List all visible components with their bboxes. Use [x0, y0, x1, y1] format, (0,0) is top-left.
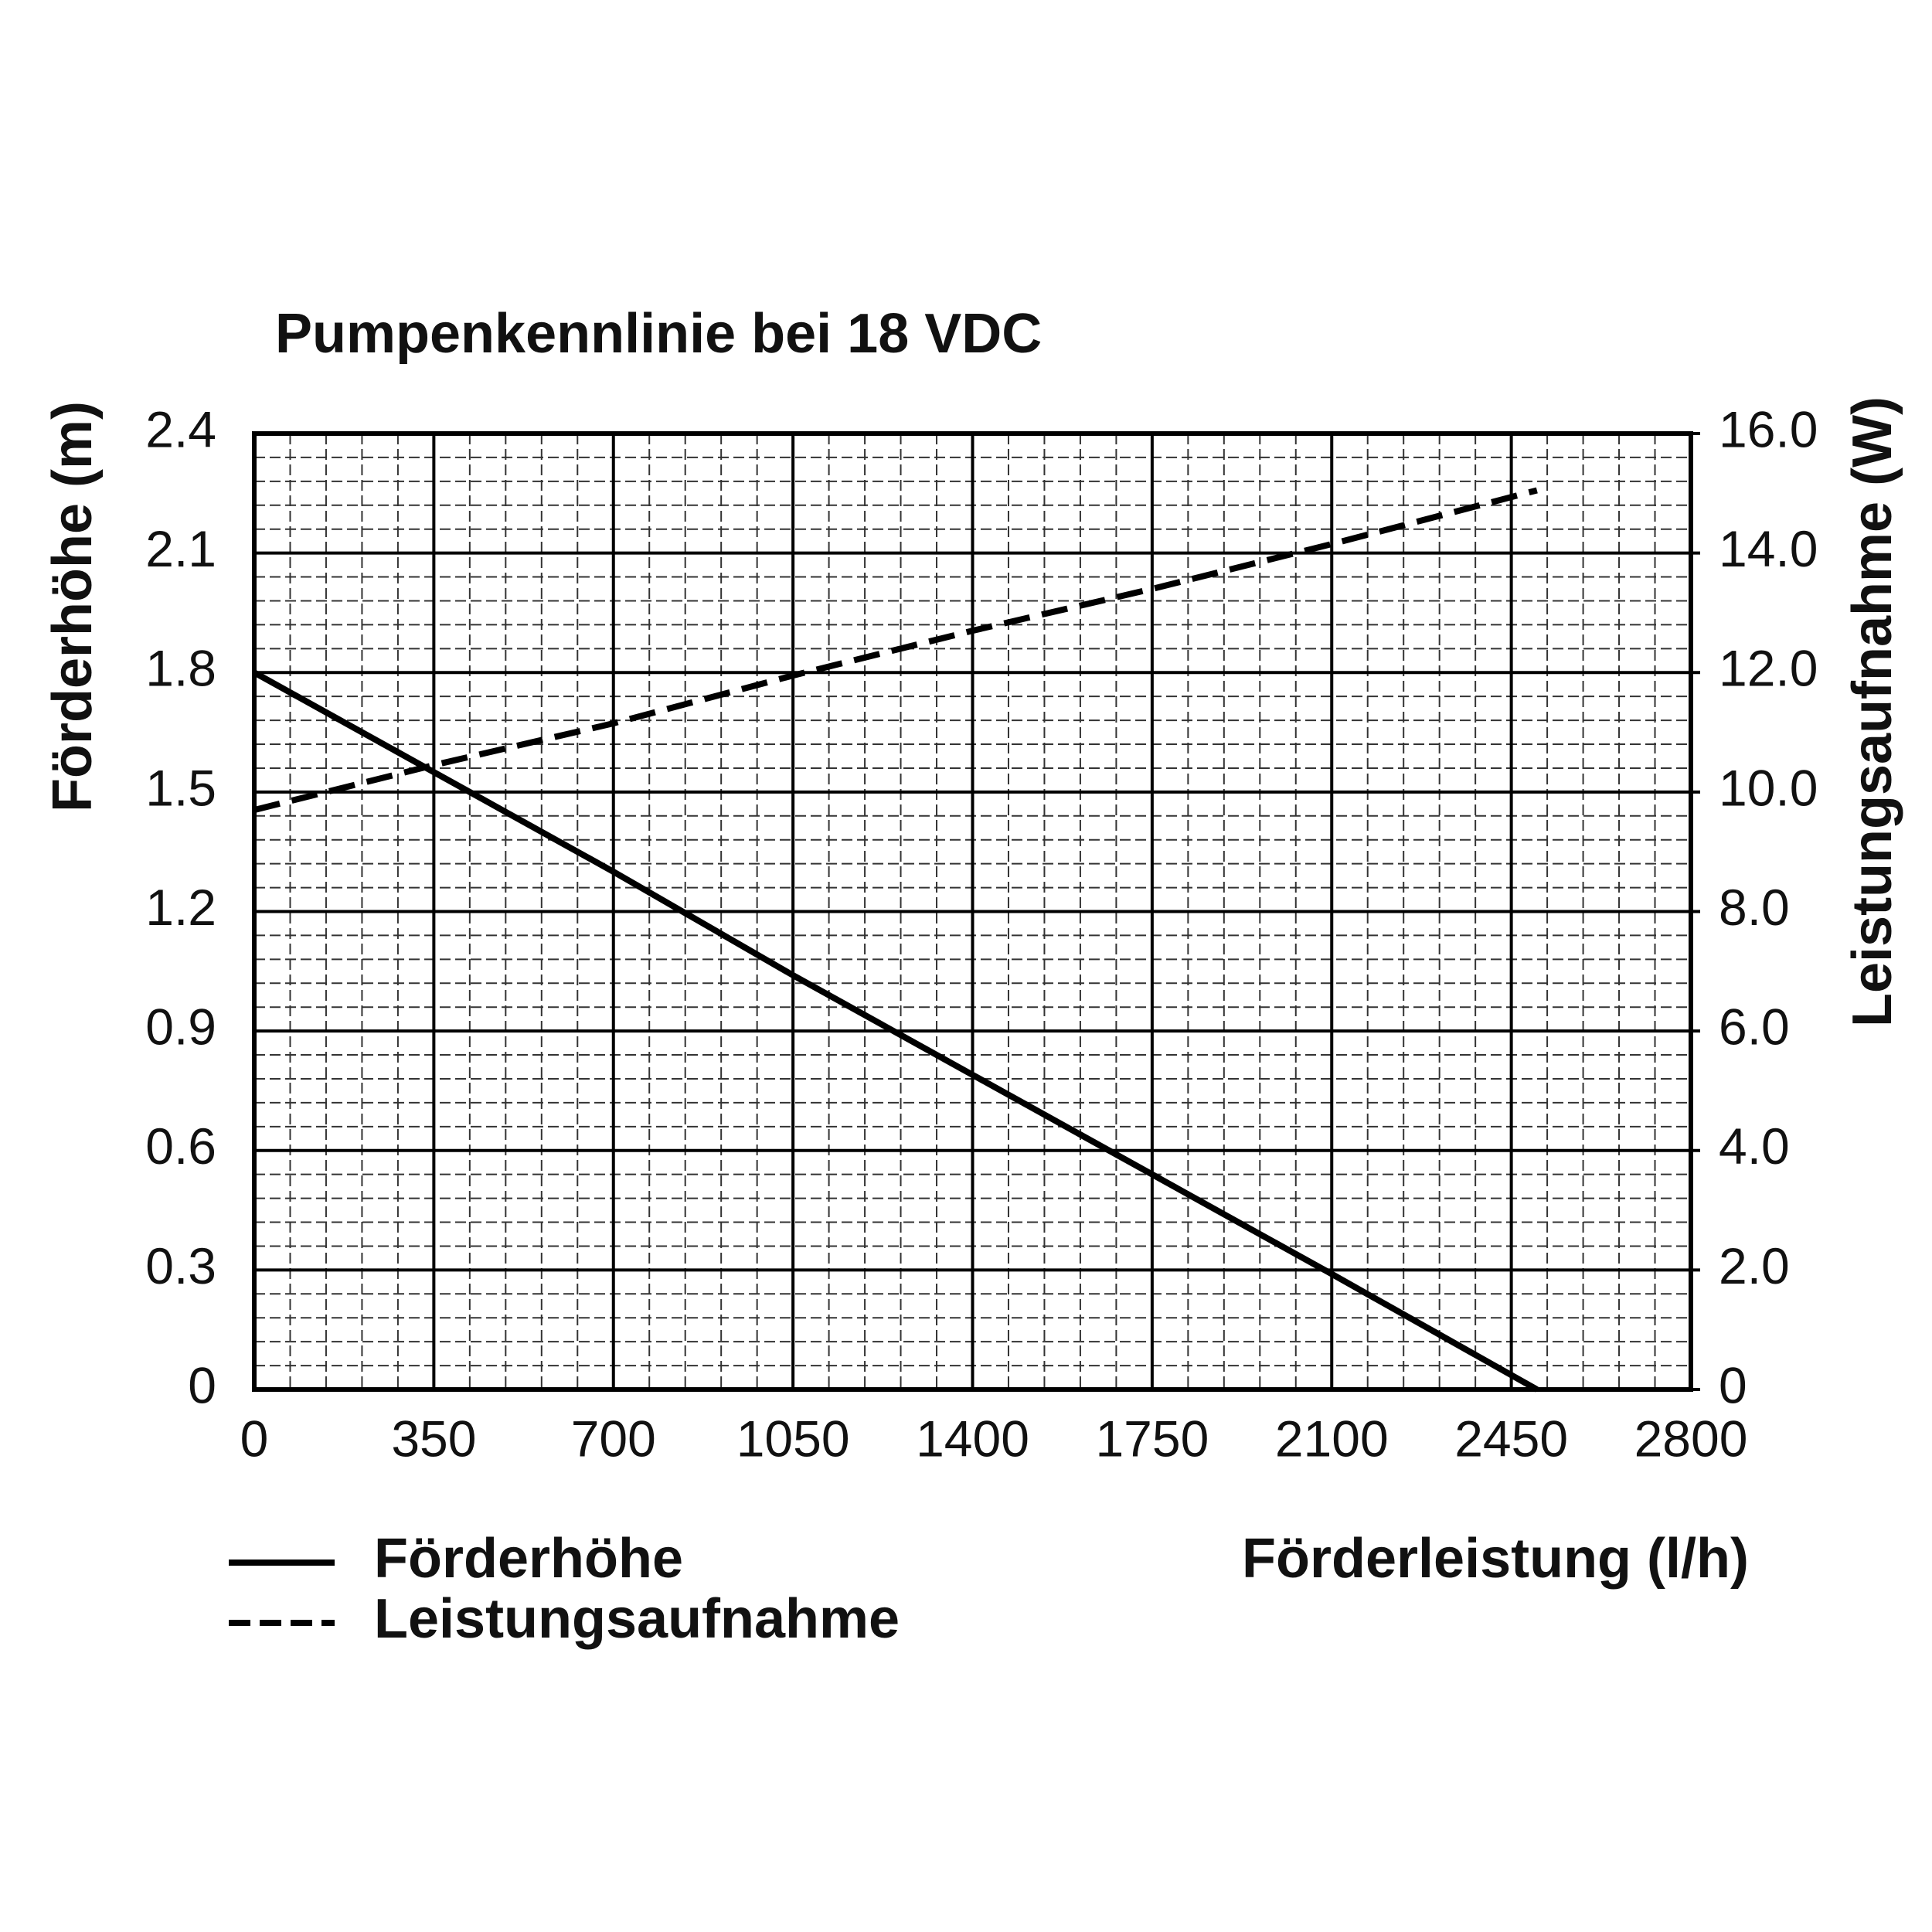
y-tick-label: 0.3: [145, 1237, 216, 1294]
legend-label: Leistungsaufnahme: [374, 1588, 900, 1650]
x-axis-title: Förderleistung (l/h): [1242, 1528, 1749, 1590]
y2-tick-label: 12.0: [1719, 640, 1818, 697]
y2-tick-label: 0: [1719, 1356, 1747, 1413]
x-tick-label: 2100: [1275, 1410, 1389, 1467]
y-tick-label: 1.8: [145, 640, 216, 697]
x-tick-label: 1050: [736, 1410, 850, 1467]
y2-tick-label: 8.0: [1719, 879, 1790, 936]
data-line: [253, 487, 1538, 813]
x-tick-label: 2800: [1634, 1410, 1748, 1467]
y-tick-label: 0.9: [145, 998, 216, 1056]
x-tick-label: 1750: [1095, 1410, 1209, 1467]
y2-tick-label: 6.0: [1719, 998, 1790, 1056]
y-tick-label: 0: [188, 1356, 216, 1413]
y-tick-label: 1.5: [145, 759, 216, 816]
y2-tick-label: 2.0: [1719, 1237, 1790, 1294]
x-tick-label: 1400: [916, 1410, 1029, 1467]
y-tick-label: 0.6: [145, 1117, 216, 1175]
y2-tick-label: 10.0: [1719, 759, 1818, 816]
x-tick-label: 700: [571, 1410, 656, 1467]
chart-title: Pumpenkennlinie bei 18 VDC: [275, 303, 1042, 365]
y2-tick-label: 4.0: [1719, 1117, 1790, 1175]
y2-tick-label: 16.0: [1719, 400, 1818, 457]
plot-frame: [252, 431, 1693, 1392]
y-tick-label: 1.2: [145, 879, 216, 936]
y-axis-title: Förderhöhe (m): [42, 401, 104, 812]
x-tick-label: 350: [391, 1410, 476, 1467]
y2-axis-title: Leistungsaufnahme (W): [1842, 396, 1903, 1027]
y-tick-label: 2.1: [145, 520, 216, 577]
x-tick-label: 2450: [1454, 1410, 1568, 1467]
legend-label: Förderhöhe: [374, 1528, 683, 1590]
y2-tick-label: 14.0: [1719, 520, 1818, 577]
y-tick-label: 2.4: [145, 400, 216, 457]
data-line: [253, 669, 1539, 1393]
x-tick-label: 0: [240, 1410, 269, 1467]
